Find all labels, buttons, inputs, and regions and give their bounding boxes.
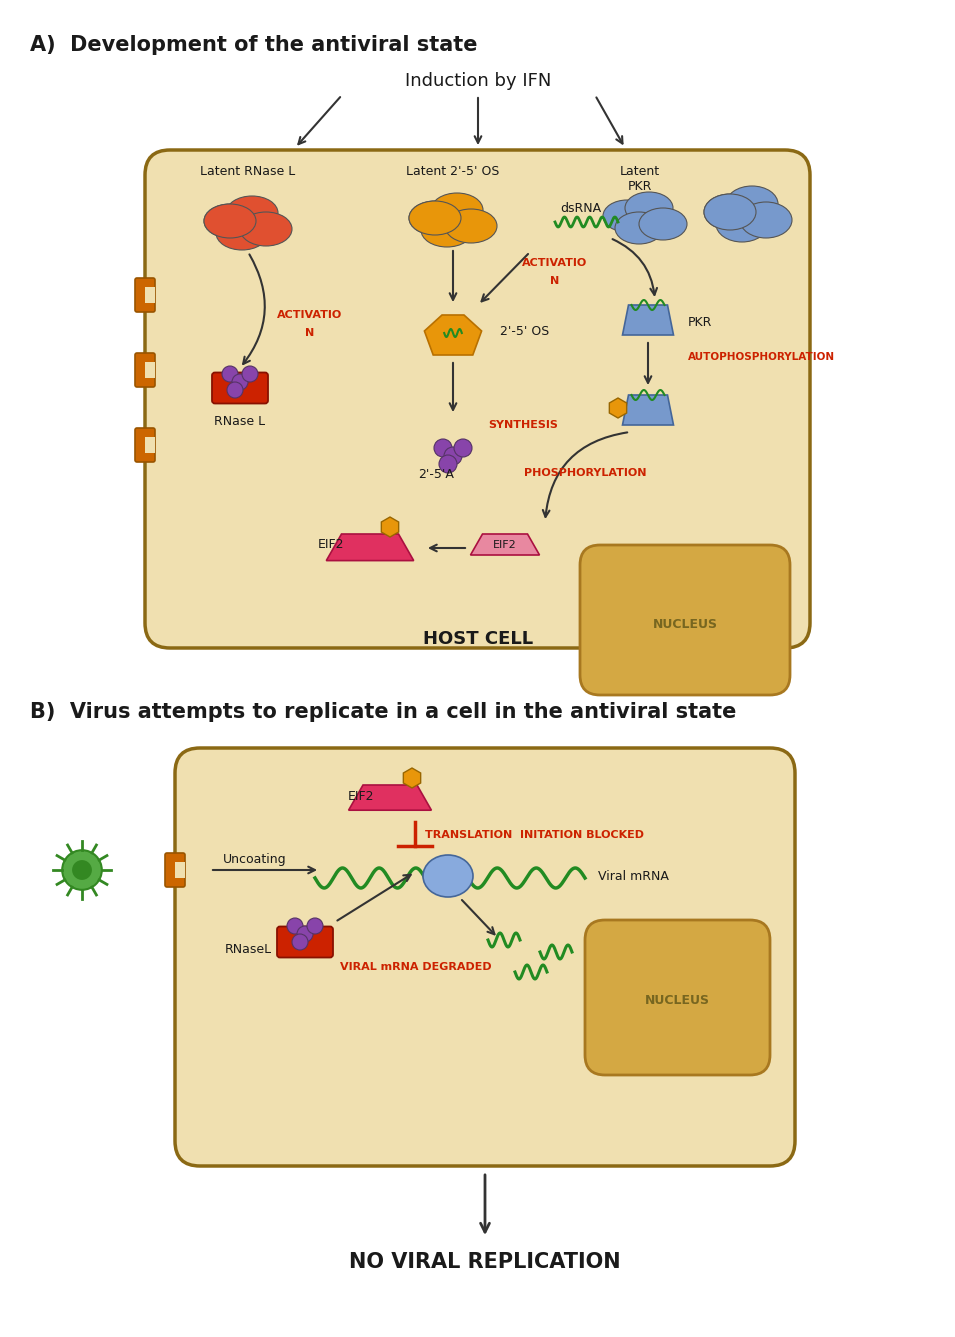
Text: PKR: PKR — [688, 316, 712, 329]
FancyBboxPatch shape — [135, 353, 155, 386]
Polygon shape — [623, 305, 673, 336]
Circle shape — [439, 455, 457, 473]
Text: ACTIVATIO: ACTIVATIO — [522, 258, 587, 267]
Ellipse shape — [603, 201, 651, 233]
Bar — [145, 287, 155, 303]
Circle shape — [292, 935, 308, 951]
Text: TRANSLATION  INITATION BLOCKED: TRANSLATION INITATION BLOCKED — [425, 830, 644, 840]
Ellipse shape — [240, 213, 292, 246]
Text: EIF2: EIF2 — [493, 540, 517, 550]
Circle shape — [307, 919, 323, 935]
Ellipse shape — [204, 205, 256, 238]
FancyBboxPatch shape — [212, 373, 268, 404]
Text: HOST CELL: HOST CELL — [423, 630, 533, 648]
Polygon shape — [381, 517, 398, 537]
Text: B)  Virus attempts to replicate in a cell in the antiviral state: B) Virus attempts to replicate in a cell… — [30, 702, 736, 722]
Text: N: N — [306, 328, 314, 338]
Circle shape — [297, 927, 313, 943]
Text: RNase L: RNase L — [215, 414, 265, 428]
Ellipse shape — [716, 206, 768, 242]
Ellipse shape — [409, 201, 461, 235]
Polygon shape — [403, 767, 420, 787]
Text: Viral mRNA: Viral mRNA — [598, 869, 668, 882]
Text: Induction by IFN: Induction by IFN — [405, 72, 551, 90]
Circle shape — [72, 860, 92, 880]
Circle shape — [62, 850, 102, 890]
Text: EIF2: EIF2 — [318, 537, 345, 551]
Text: EIF2: EIF2 — [348, 790, 374, 804]
Text: 2'-5' OS: 2'-5' OS — [500, 325, 549, 338]
Text: SYNTHESIS: SYNTHESIS — [488, 420, 558, 431]
Text: dsRNA: dsRNA — [560, 202, 601, 215]
Ellipse shape — [704, 194, 756, 230]
Text: AUTOPHOSPHORYLATION: AUTOPHOSPHORYLATION — [688, 352, 835, 362]
FancyBboxPatch shape — [145, 150, 810, 648]
Polygon shape — [424, 316, 481, 356]
Text: NO VIRAL REPLICATION: NO VIRAL REPLICATION — [350, 1251, 621, 1271]
Text: NUCLEUS: NUCLEUS — [645, 993, 710, 1007]
Text: 2'-5'A: 2'-5'A — [418, 468, 454, 481]
Circle shape — [227, 382, 243, 398]
Circle shape — [434, 439, 452, 457]
Ellipse shape — [445, 209, 497, 243]
Text: A)  Development of the antiviral state: A) Development of the antiviral state — [30, 35, 478, 55]
Ellipse shape — [421, 213, 473, 247]
FancyBboxPatch shape — [135, 428, 155, 463]
Ellipse shape — [216, 217, 268, 250]
Bar — [175, 862, 185, 878]
Circle shape — [232, 374, 248, 390]
Bar — [145, 437, 155, 453]
Text: N: N — [550, 275, 560, 286]
Bar — [145, 362, 155, 378]
FancyBboxPatch shape — [580, 545, 790, 695]
Circle shape — [454, 439, 472, 457]
Ellipse shape — [615, 213, 663, 243]
Text: Uncoating: Uncoating — [223, 853, 286, 866]
Ellipse shape — [726, 186, 778, 222]
Text: ACTIVATIO: ACTIVATIO — [277, 310, 343, 320]
Ellipse shape — [639, 209, 687, 241]
Ellipse shape — [625, 193, 673, 225]
Ellipse shape — [740, 202, 792, 238]
Ellipse shape — [409, 201, 461, 235]
FancyBboxPatch shape — [175, 747, 795, 1166]
Ellipse shape — [704, 194, 756, 230]
Polygon shape — [471, 533, 540, 555]
Polygon shape — [327, 533, 414, 560]
FancyBboxPatch shape — [585, 920, 770, 1075]
Circle shape — [287, 919, 303, 935]
FancyBboxPatch shape — [277, 927, 333, 957]
Ellipse shape — [204, 205, 256, 238]
Circle shape — [444, 447, 462, 465]
Ellipse shape — [226, 197, 278, 230]
Text: Latent
PKR: Latent PKR — [620, 164, 660, 193]
Ellipse shape — [423, 854, 473, 897]
Text: Latent RNase L: Latent RNase L — [201, 164, 296, 178]
Polygon shape — [609, 398, 626, 418]
Circle shape — [222, 366, 238, 382]
Text: RNaseL: RNaseL — [224, 943, 272, 956]
Text: VIRAL mRNA DEGRADED: VIRAL mRNA DEGRADED — [340, 963, 492, 972]
Text: Latent 2'-5' OS: Latent 2'-5' OS — [406, 164, 499, 178]
Polygon shape — [623, 394, 673, 425]
Ellipse shape — [431, 193, 483, 227]
Polygon shape — [349, 785, 432, 810]
Circle shape — [242, 366, 258, 382]
FancyBboxPatch shape — [165, 853, 185, 886]
Text: PHOSPHORYLATION: PHOSPHORYLATION — [523, 468, 647, 479]
Text: NUCLEUS: NUCLEUS — [652, 618, 717, 631]
FancyBboxPatch shape — [135, 278, 155, 312]
